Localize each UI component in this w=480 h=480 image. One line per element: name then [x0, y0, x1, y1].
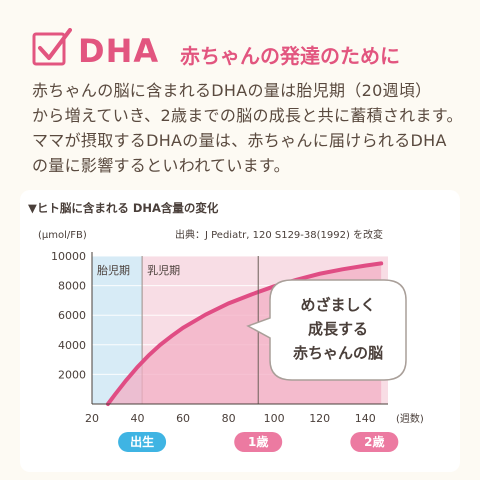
- header-title: DHA: [78, 32, 160, 70]
- period-label: 乳児期: [147, 264, 180, 277]
- y-tick-label: 6000: [58, 309, 86, 322]
- body-line: の量に影響するといわれています。: [32, 156, 290, 175]
- series-line: [105, 261, 384, 406]
- y-tick-label: 2000: [58, 368, 86, 381]
- y-tick-label: 10000: [51, 250, 86, 263]
- age-marker-label: 1歳: [248, 434, 268, 449]
- period-label: 胎児期: [97, 263, 130, 277]
- age-marker-badge: [234, 432, 283, 452]
- y-axis-label: (µmol/FB): [38, 230, 87, 241]
- y-tick-label: 8000: [58, 280, 86, 293]
- y-tick-label: 4000: [58, 339, 86, 352]
- age-marker-label: 出生: [130, 434, 154, 449]
- age-marker-badge: [118, 432, 167, 452]
- chart-title: ▼ヒト脳に含まれる DHA含量の変化: [28, 201, 219, 215]
- age-marker-label: 2歳: [364, 434, 384, 449]
- x-tick-label: 20: [85, 412, 99, 425]
- body-line: から増えていき、2歳までの脳の成長と共に蓄積されます。: [32, 106, 463, 125]
- x-tick-label: 40: [131, 412, 145, 425]
- checkbox-icon: [32, 28, 72, 66]
- x-tick-label: 120: [309, 412, 330, 425]
- annotation-text: めざましく: [300, 296, 375, 314]
- header: DHA 赤ちゃんの発達のために: [32, 28, 472, 70]
- x-tick-label: 80: [222, 412, 236, 425]
- age-marker-badge: [350, 432, 399, 452]
- x-axis-label: (週数): [396, 412, 424, 425]
- body-line: ママが摂取するDHAの量は、赤ちゃんに届けられるDHA: [32, 131, 447, 150]
- x-tick-label: 140: [355, 412, 376, 425]
- source-note: 出典：J Pediatr, 120 S129-38(1992) を改変: [175, 228, 383, 241]
- annotation-text: 赤ちゃんの脳: [293, 344, 383, 362]
- annotation-text: 成長する: [308, 320, 368, 338]
- body-line: 赤ちゃんの脳に含まれるDHAの量は胎児期（20週頃）: [32, 81, 432, 100]
- header-subtitle: 赤ちゃんの発達のために: [180, 44, 400, 68]
- x-tick-label: 60: [176, 412, 190, 425]
- x-tick-label: 100: [264, 412, 285, 425]
- annotation-bubble: [246, 279, 407, 381]
- body-paragraph: 赤ちゃんの脳に含まれるDHAの量は胎児期（20週頃） から増えていき、2歳までの…: [32, 78, 472, 178]
